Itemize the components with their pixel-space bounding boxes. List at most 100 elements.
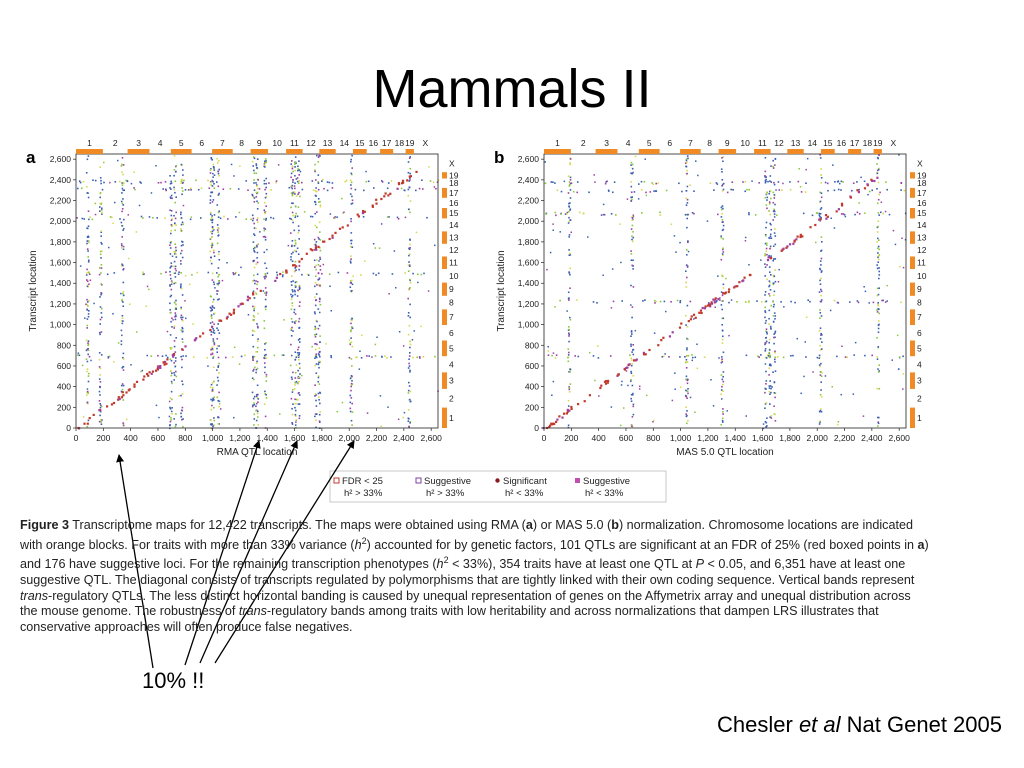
band-dot — [774, 396, 776, 399]
band-dot — [900, 189, 902, 191]
chromosome-label-right: 4 — [449, 359, 454, 369]
x-tick-label: 1,000 — [202, 433, 224, 443]
caption-segment: Figure 3 — [20, 518, 69, 532]
band-dot — [721, 358, 723, 360]
diagonal-dot — [150, 372, 153, 375]
scatter-dot — [342, 212, 344, 214]
band-dot — [210, 310, 212, 312]
chromosome-label-top: 9 — [257, 138, 262, 148]
band-dot — [265, 192, 268, 195]
band-dot — [94, 179, 97, 182]
scatter-dot — [279, 413, 281, 415]
band-dot — [264, 366, 266, 369]
band-dot — [177, 273, 180, 275]
band-dot — [630, 397, 632, 400]
chromosome-label-right: 19 — [449, 170, 459, 180]
band-dot — [833, 299, 836, 302]
band-dot — [294, 193, 296, 195]
diagonal-dot — [88, 417, 91, 420]
scatter-dot — [230, 163, 233, 166]
band-dot — [568, 328, 571, 331]
band-dot — [632, 344, 634, 346]
diagonal-dot — [142, 378, 145, 381]
band-dot — [436, 181, 439, 183]
band-dot — [804, 191, 807, 193]
band-dot — [174, 268, 177, 270]
chromosome-block-top — [319, 149, 336, 154]
band-dot — [100, 312, 103, 314]
band-dot — [567, 360, 570, 363]
diagonal-dot — [362, 210, 365, 213]
scatter-dot — [210, 237, 212, 240]
band-dot — [218, 210, 220, 213]
scatter-dot — [136, 331, 138, 333]
band-dot — [298, 352, 301, 354]
band-dot — [295, 402, 297, 405]
band-dot — [237, 188, 240, 190]
scatter-dot — [86, 348, 89, 351]
band-dot — [173, 379, 175, 381]
band-dot — [877, 331, 880, 333]
band-dot — [319, 335, 321, 337]
band-dot — [100, 421, 103, 423]
band-dot — [716, 300, 718, 302]
band-dot — [685, 270, 687, 272]
band-dot — [99, 210, 101, 212]
band-dot — [772, 300, 774, 303]
diagonal-dot — [710, 301, 713, 304]
band-dot — [316, 211, 318, 213]
band-dot — [319, 269, 322, 271]
band-dot — [170, 410, 173, 413]
chromosome-label-right: 19 — [917, 170, 927, 180]
scatter-dot — [428, 166, 430, 168]
band-dot — [820, 257, 823, 260]
band-dot — [291, 165, 294, 168]
band-dot — [878, 193, 880, 196]
scatter-dot — [877, 169, 880, 171]
band-dot — [802, 212, 805, 215]
diagonal-dot — [734, 285, 737, 288]
band-dot — [213, 312, 216, 314]
band-dot — [819, 365, 821, 368]
x-tick-label: 200 — [564, 433, 578, 443]
scatter-dot — [262, 290, 265, 292]
band-dot — [310, 215, 312, 218]
band-dot — [876, 188, 878, 190]
scatter-dot — [897, 368, 900, 370]
band-dot — [560, 190, 563, 193]
band-dot — [216, 157, 218, 160]
band-dot — [685, 389, 687, 392]
band-dot — [181, 358, 183, 361]
band-dot — [181, 393, 184, 395]
band-dot — [253, 222, 255, 225]
scatter-dot — [691, 359, 693, 362]
band-dot — [213, 166, 215, 169]
band-dot — [319, 200, 321, 203]
scatter-dot — [644, 158, 646, 160]
diagonal-dot — [293, 264, 296, 267]
band-dot — [181, 338, 184, 340]
caption-segment: trans — [20, 588, 48, 603]
legend-label: Suggestive — [583, 476, 630, 487]
band-dot — [313, 238, 316, 241]
diagonal-dot — [607, 379, 610, 382]
band-dot — [676, 299, 679, 302]
band-dot — [632, 214, 635, 217]
scatter-dot — [799, 186, 802, 188]
band-dot — [294, 242, 297, 244]
band-dot — [121, 202, 124, 205]
diagonal-dot — [789, 243, 792, 246]
band-dot — [265, 294, 267, 296]
band-dot — [878, 364, 880, 366]
chromosome-block-right — [442, 187, 447, 198]
diagonal-dot — [98, 409, 101, 412]
diagonal-dot — [558, 415, 561, 418]
band-dot — [213, 187, 216, 189]
chromosome-label-top: 12 — [774, 138, 784, 148]
band-dot — [100, 235, 102, 237]
scatter-dot — [103, 161, 105, 164]
band-dot — [252, 315, 255, 317]
band-dot — [350, 239, 352, 242]
band-dot — [349, 260, 352, 263]
band-dot — [877, 416, 879, 419]
